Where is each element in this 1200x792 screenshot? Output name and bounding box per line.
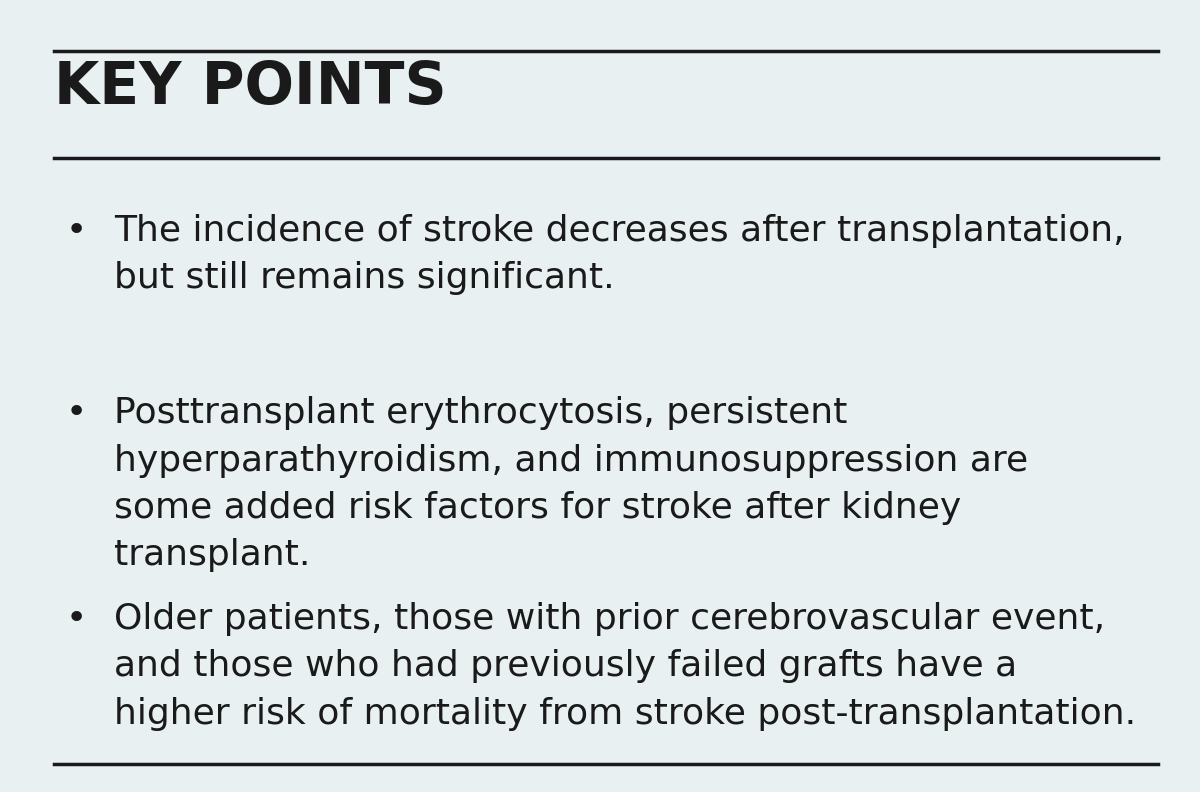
Text: •: • — [66, 602, 88, 636]
Text: Posttransplant erythrocytosis, persistent
hyperparathyroidism, and immunosuppres: Posttransplant erythrocytosis, persisten… — [114, 396, 1028, 573]
Text: KEY POINTS: KEY POINTS — [54, 59, 446, 116]
Text: Older patients, those with prior cerebrovascular event,
and those who had previo: Older patients, those with prior cerebro… — [114, 602, 1136, 731]
Text: •: • — [66, 214, 88, 248]
Text: •: • — [66, 396, 88, 430]
Text: The incidence of stroke decreases after transplantation,
but still remains signi: The incidence of stroke decreases after … — [114, 214, 1124, 295]
